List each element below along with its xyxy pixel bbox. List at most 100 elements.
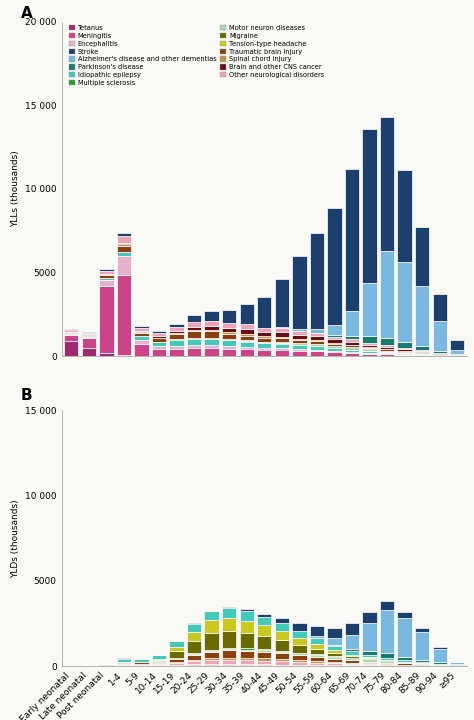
Bar [99, 280, 114, 286]
Bar [169, 334, 184, 339]
Bar [345, 346, 359, 347]
Bar [257, 613, 272, 616]
Bar [117, 664, 131, 665]
Bar [397, 354, 412, 355]
Bar [187, 327, 201, 330]
Bar [292, 343, 307, 345]
Bar [134, 664, 149, 665]
Bar [64, 334, 79, 336]
Bar [415, 355, 429, 356]
Bar [239, 349, 254, 356]
Bar [274, 338, 289, 342]
Bar [187, 654, 201, 660]
Bar [152, 664, 166, 665]
Bar [362, 129, 377, 283]
Bar [82, 338, 96, 348]
Bar [274, 640, 289, 651]
Bar [257, 652, 272, 659]
Bar [222, 658, 237, 660]
Bar [169, 333, 184, 334]
Bar [239, 611, 254, 621]
Bar [380, 354, 394, 356]
Bar [222, 333, 237, 339]
Bar [415, 664, 429, 665]
Bar [380, 662, 394, 664]
Bar [169, 330, 184, 333]
Bar [117, 659, 131, 662]
Bar [380, 661, 394, 662]
Bar [274, 332, 289, 337]
Bar [239, 633, 254, 648]
Bar [257, 342, 272, 343]
Bar [222, 618, 237, 631]
Bar [117, 662, 131, 663]
Bar [432, 294, 447, 320]
Bar [117, 244, 131, 246]
Bar [239, 658, 254, 660]
Bar [327, 662, 342, 663]
Bar [397, 662, 412, 663]
Bar [415, 632, 429, 660]
Bar [362, 613, 377, 624]
Bar [310, 341, 324, 344]
Bar [239, 609, 254, 611]
Bar [310, 350, 324, 351]
Bar [134, 662, 149, 664]
Bar [327, 628, 342, 639]
Bar [310, 661, 324, 662]
Bar [239, 324, 254, 329]
Bar [380, 117, 394, 251]
Bar [152, 338, 166, 342]
Bar [345, 350, 359, 352]
Bar [204, 649, 219, 651]
Bar [362, 662, 377, 664]
Bar [292, 339, 307, 340]
Bar [362, 658, 377, 659]
Bar [222, 348, 237, 356]
Bar [327, 346, 342, 348]
Bar [415, 351, 429, 352]
Bar [397, 660, 412, 662]
Bar [415, 629, 429, 632]
Bar [257, 351, 272, 356]
Bar [380, 352, 394, 354]
Bar [310, 662, 324, 665]
Bar [310, 654, 324, 657]
Bar [415, 662, 429, 663]
Bar [257, 661, 272, 665]
Bar [362, 651, 377, 654]
Bar [345, 347, 359, 349]
Bar [415, 663, 429, 664]
Bar [274, 651, 289, 652]
Bar [82, 335, 96, 336]
Bar [310, 636, 324, 638]
Bar [152, 342, 166, 346]
Bar [380, 349, 394, 351]
Bar [310, 644, 324, 649]
Bar [345, 353, 359, 356]
Bar [432, 320, 447, 351]
Bar [152, 346, 166, 349]
Bar [310, 329, 324, 333]
Bar [345, 663, 359, 664]
Bar [274, 342, 289, 343]
Bar [450, 354, 465, 355]
Bar [204, 321, 219, 326]
Bar [310, 649, 324, 654]
Bar [187, 322, 201, 327]
Bar [380, 338, 394, 346]
Bar [362, 657, 377, 658]
Bar [274, 631, 289, 640]
Bar [327, 348, 342, 351]
Bar [274, 279, 289, 327]
Bar [169, 657, 184, 659]
Bar [327, 644, 342, 646]
Bar [204, 660, 219, 665]
Bar [432, 649, 447, 662]
Bar [204, 338, 219, 345]
Bar [327, 337, 342, 339]
Bar [274, 652, 289, 653]
Bar [327, 351, 342, 353]
Bar [310, 351, 324, 356]
Bar [362, 624, 377, 651]
